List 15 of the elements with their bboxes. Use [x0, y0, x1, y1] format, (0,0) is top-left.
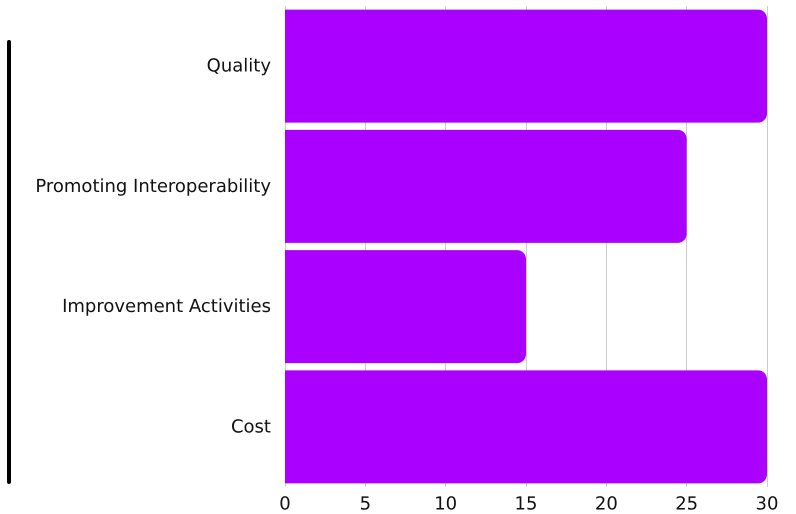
- y-tick-label: Improvement Activities: [62, 296, 271, 318]
- x-tick-label: 25: [675, 494, 698, 514]
- bar: [285, 250, 526, 364]
- bar: [285, 10, 767, 123]
- y-tick-label: Cost: [230, 416, 271, 438]
- bar: [285, 130, 687, 243]
- x-tick-label: 10: [434, 494, 458, 514]
- y-tick-label: Quality: [206, 56, 272, 77]
- x-tick-label: 20: [594, 494, 618, 514]
- bar: [285, 370, 767, 484]
- x-tick-label: 0: [279, 494, 291, 514]
- x-tick-label: 30: [756, 494, 778, 514]
- y-tick-label: Promoting Interoperability: [35, 176, 272, 197]
- x-tick-label: 15: [514, 494, 538, 514]
- x-tick-label: 5: [360, 494, 372, 514]
